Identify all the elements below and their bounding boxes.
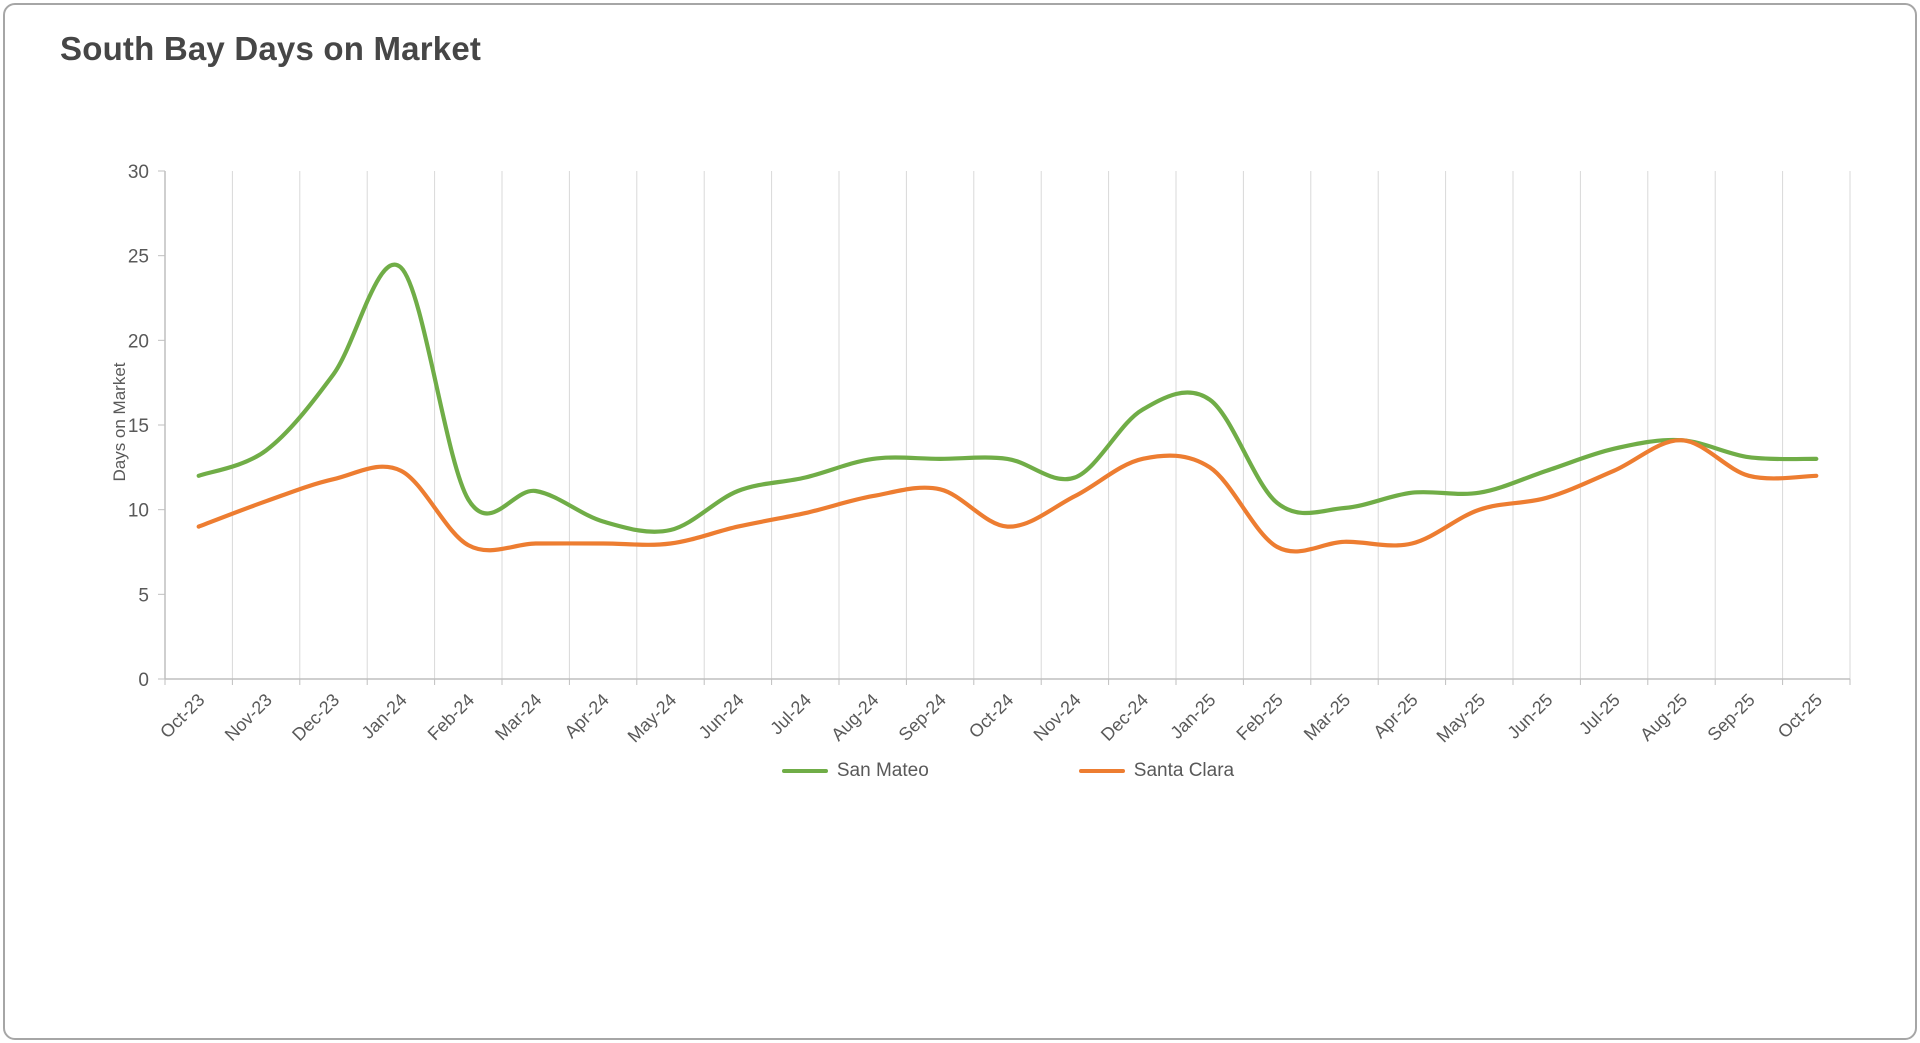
x-tick-label: Mar-25 — [1300, 690, 1354, 744]
x-tick-label: Dec-24 — [1097, 690, 1152, 745]
x-tick-label: Feb-25 — [1232, 690, 1286, 744]
x-tick-label: Aug-24 — [827, 690, 882, 745]
x-tick-label: Jun-25 — [1503, 690, 1556, 743]
x-tick-label: May-25 — [1433, 690, 1490, 747]
y-tick-label: 20 — [128, 331, 149, 352]
x-tick-label: Jun-24 — [695, 690, 748, 743]
x-tick-label: Jul-24 — [766, 690, 815, 739]
y-tick-label: 0 — [138, 670, 149, 691]
y-tick-label: 25 — [128, 247, 149, 268]
x-tick-label: Dec-23 — [288, 690, 343, 745]
axes — [158, 170, 1851, 685]
x-tick-label: Sep-25 — [1704, 690, 1759, 745]
series-line-san-mateo — [196, 262, 1819, 534]
y-tick-label: 15 — [128, 416, 149, 437]
x-tick-label: Jan-25 — [1166, 690, 1219, 743]
legend-item: San Mateo — [781, 760, 929, 782]
gridlines — [231, 171, 1851, 679]
x-tick-label: Nov-24 — [1030, 690, 1085, 745]
legend-line-swatch-icon — [1078, 769, 1125, 773]
legend-label: San Mateo — [836, 760, 929, 781]
chart-legend: San Mateo Santa Clara — [48, 760, 1920, 782]
x-tick-label: Jan-24 — [358, 690, 411, 743]
legend-line-swatch-icon — [781, 769, 828, 773]
x-tick-label: May-24 — [624, 690, 681, 747]
y-tick-label: 5 — [138, 585, 149, 606]
y-tick-label: 30 — [128, 162, 149, 183]
y-tick-label: 10 — [128, 501, 149, 522]
legend-label: Santa Clara — [1133, 760, 1235, 781]
series-lines — [196, 262, 1819, 554]
legend-item: Santa Clara — [1078, 760, 1235, 782]
x-tick-label: Apr-25 — [1369, 690, 1421, 742]
x-tick-label: Apr-24 — [561, 690, 613, 742]
x-tick-label: Nov-23 — [221, 690, 276, 745]
x-tick-label: Aug-25 — [1636, 690, 1691, 745]
x-tick-label: Sep-24 — [895, 690, 950, 745]
x-tick-label: Oct-23 — [156, 690, 208, 742]
x-tick-label: Mar-24 — [491, 690, 545, 744]
x-tick-label: Oct-25 — [1774, 690, 1826, 742]
x-tick-label: Oct-24 — [965, 690, 1017, 742]
series-line-santa-clara — [196, 438, 1819, 554]
chart-title: South Bay Days on Market — [60, 30, 482, 67]
x-tick-label: Feb-24 — [424, 690, 478, 744]
x-tick-label: Jul-25 — [1575, 690, 1624, 739]
